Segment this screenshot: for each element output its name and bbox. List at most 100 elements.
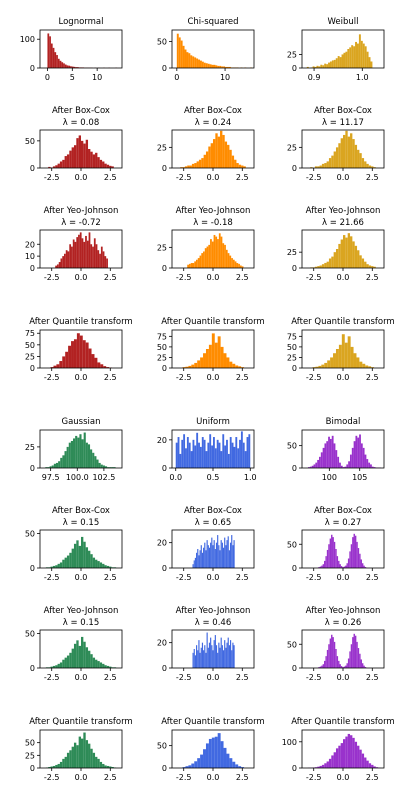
histogram-bar xyxy=(229,255,232,268)
histogram-bar xyxy=(218,545,220,568)
histogram-bar xyxy=(62,758,65,768)
histogram-bar xyxy=(191,763,195,768)
histogram-bar xyxy=(223,353,227,368)
histogram-bar xyxy=(210,542,212,568)
histogram-bar xyxy=(352,737,355,768)
x-tick-label: 2.5 xyxy=(104,573,117,582)
histogram-bar xyxy=(203,154,206,168)
histogram-bar xyxy=(94,456,97,468)
x-tick-label: -2.5 xyxy=(44,373,60,382)
histogram-bar xyxy=(92,246,94,269)
histogram-bar xyxy=(205,151,209,168)
histogram-bar xyxy=(237,448,240,468)
y-tick-label: 50 xyxy=(157,38,167,47)
histogram-bar xyxy=(322,664,325,668)
histogram-bar xyxy=(196,552,198,568)
histogram-bar xyxy=(73,438,76,468)
histogram-bar xyxy=(207,545,209,568)
histogram-bar xyxy=(333,541,336,569)
histogram-bar xyxy=(238,366,242,368)
histogram-bar xyxy=(214,549,216,568)
histogram-bar xyxy=(210,143,213,168)
x-tick-label: 2.5 xyxy=(366,673,379,682)
histogram-bar xyxy=(217,65,220,68)
histogram-bar xyxy=(246,437,249,468)
histogram-bar xyxy=(68,65,71,68)
histogram-bar xyxy=(102,763,105,768)
histogram-bar xyxy=(224,640,226,668)
histogram-bar xyxy=(199,255,202,268)
histogram-bar xyxy=(217,239,219,268)
histogram-bar xyxy=(47,33,50,68)
histogram-bar xyxy=(312,367,316,368)
histogram-bar xyxy=(194,761,198,768)
histogram-bar xyxy=(178,37,181,68)
histogram-bar xyxy=(350,644,353,668)
subplot-title: Weibull xyxy=(327,17,358,27)
histogram-bar xyxy=(48,166,51,168)
histogram-bar xyxy=(76,745,79,768)
histogram-bar xyxy=(213,437,215,468)
histogram-bar xyxy=(71,341,74,368)
histogram-bar xyxy=(324,560,326,569)
histogram-bar xyxy=(185,448,187,468)
histogram-bar xyxy=(64,451,67,468)
histogram-bar xyxy=(331,755,334,768)
x-tick-label: 0.0 xyxy=(337,773,350,782)
histogram-bar xyxy=(342,467,345,468)
histogram-bar xyxy=(336,556,339,569)
x-tick-label: -2.5 xyxy=(176,673,192,682)
histogram-bar xyxy=(364,454,367,468)
histogram-bar xyxy=(219,647,221,668)
histogram-bar xyxy=(362,363,366,368)
subplot-title: After Yeo-Johnson xyxy=(44,206,119,216)
x-tick-label: 2.5 xyxy=(366,373,379,382)
histogram-bar xyxy=(350,346,354,368)
histogram-bar xyxy=(345,736,348,768)
histogram-bar xyxy=(350,544,353,568)
histogram-bar xyxy=(71,246,73,269)
histogram-bar xyxy=(348,461,350,468)
histogram-bar xyxy=(203,62,206,68)
histogram-bar xyxy=(81,536,84,568)
histogram-bar xyxy=(221,66,224,68)
histogram-bar xyxy=(199,652,201,668)
histogram-bar xyxy=(354,535,357,568)
histogram-bar xyxy=(191,163,195,168)
subplot-7: After Yeo-Johnson λ = -0.72 -2.5 0.0 2.5 0 10 2… xyxy=(25,206,123,282)
histogram-bar xyxy=(52,166,56,168)
histogram-bar xyxy=(109,766,112,768)
histogram-bar xyxy=(322,65,325,68)
histogram-bar xyxy=(242,442,245,468)
histogram-bar xyxy=(227,253,230,268)
histogram-bar xyxy=(71,746,74,768)
x-tick-label: -2.5 xyxy=(176,373,192,382)
histogram-bar xyxy=(59,60,62,68)
histogram-bar xyxy=(318,365,322,368)
histogram-bar xyxy=(194,445,197,468)
histogram-bar xyxy=(86,240,89,268)
histogram-bar xyxy=(100,464,103,468)
histogram-bar xyxy=(73,339,77,368)
histogram-bar xyxy=(65,351,69,368)
histogram-bar xyxy=(356,43,359,68)
subplot-10: After Quantile transform -2.5 0.0 2.5 0 25 50 7… xyxy=(25,317,133,382)
histogram-bar xyxy=(231,442,234,468)
histogram-bar xyxy=(318,667,320,668)
x-tick-label: 2.5 xyxy=(104,773,117,782)
histogram-bar xyxy=(62,559,65,568)
subplot-21: After Yeo-Johnson λ = 0.26 -2.5 0.0 2.5 0 50 xyxy=(287,606,385,682)
histogram-bar xyxy=(351,447,354,468)
histogram-bar xyxy=(68,345,72,368)
x-tick-label: 2.5 xyxy=(104,173,117,182)
y-tick-label: 0 xyxy=(162,164,167,173)
histogram-bar xyxy=(329,638,332,668)
histogram-bar xyxy=(368,57,371,68)
histogram-bar xyxy=(364,46,367,68)
histogram-bar xyxy=(45,467,48,468)
histogram-bar xyxy=(201,253,204,268)
histogram-bar xyxy=(212,545,214,568)
histogram-bar xyxy=(363,665,365,669)
y-tick-label: 20 xyxy=(157,639,167,648)
